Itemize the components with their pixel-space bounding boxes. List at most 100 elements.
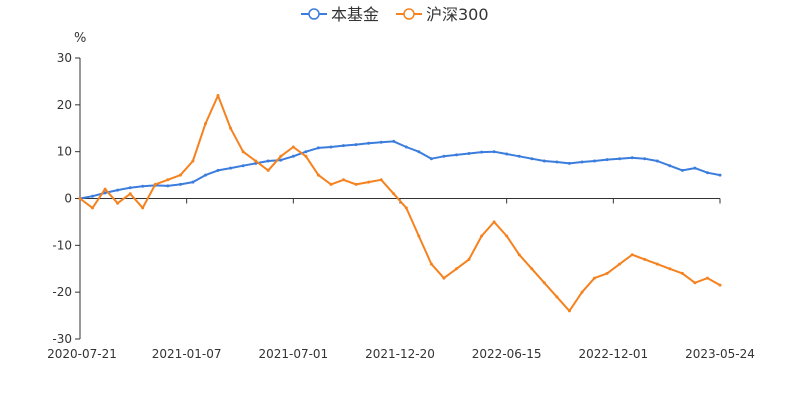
series-point-index[interactable] bbox=[618, 262, 622, 266]
series-point-fund[interactable] bbox=[141, 184, 145, 188]
series-point-fund[interactable] bbox=[304, 150, 308, 154]
series-point-fund[interactable] bbox=[567, 161, 571, 165]
series-point-index[interactable] bbox=[706, 276, 709, 280]
series-point-fund[interactable] bbox=[505, 152, 509, 156]
series-point-fund[interactable] bbox=[455, 153, 458, 157]
series-point-fund[interactable] bbox=[166, 184, 170, 188]
series-point-index[interactable] bbox=[492, 220, 496, 224]
series-point-index[interactable] bbox=[367, 180, 371, 184]
series-point-index[interactable] bbox=[78, 197, 82, 200]
series-point-fund[interactable] bbox=[706, 171, 709, 175]
series-point-index[interactable] bbox=[455, 267, 458, 271]
series-point-fund[interactable] bbox=[668, 164, 672, 168]
series-point-fund[interactable] bbox=[392, 139, 396, 143]
series-point-fund[interactable] bbox=[379, 140, 383, 144]
series-point-index[interactable] bbox=[316, 173, 320, 177]
legend[interactable]: 本基金 沪深300 bbox=[301, 5, 489, 24]
series-point-fund[interactable] bbox=[517, 154, 521, 158]
series-point-fund[interactable] bbox=[555, 160, 559, 164]
series-point-fund[interactable] bbox=[680, 168, 684, 172]
series-point-index[interactable] bbox=[593, 276, 596, 280]
series-point-index[interactable] bbox=[442, 276, 446, 280]
series-point-index[interactable] bbox=[467, 257, 471, 261]
series-point-index[interactable] bbox=[680, 271, 684, 275]
series-point-fund[interactable] bbox=[480, 150, 484, 154]
series-point-index[interactable] bbox=[542, 281, 546, 285]
series-point-index[interactable] bbox=[304, 154, 308, 158]
series-point-index[interactable] bbox=[141, 206, 145, 210]
series-point-index[interactable] bbox=[668, 267, 672, 271]
series-point-index[interactable] bbox=[178, 173, 182, 177]
series-point-fund[interactable] bbox=[178, 182, 182, 186]
series-point-fund[interactable] bbox=[191, 180, 195, 184]
series-point-fund[interactable] bbox=[279, 158, 283, 162]
series-point-index[interactable] bbox=[392, 192, 396, 196]
series-point-fund[interactable] bbox=[442, 154, 446, 158]
series-point-index[interactable] bbox=[266, 168, 270, 172]
series-point-index[interactable] bbox=[166, 178, 170, 182]
series-point-fund[interactable] bbox=[618, 157, 622, 161]
series-point-fund[interactable] bbox=[91, 194, 94, 198]
series-point-fund[interactable] bbox=[630, 156, 634, 160]
series-point-fund[interactable] bbox=[316, 146, 320, 150]
series-point-fund[interactable] bbox=[655, 159, 659, 163]
series-point-index[interactable] bbox=[630, 253, 634, 257]
series-point-fund[interactable] bbox=[116, 188, 120, 192]
series-point-fund[interactable] bbox=[367, 141, 371, 145]
series-point-fund[interactable] bbox=[216, 168, 220, 172]
series-point-index[interactable] bbox=[279, 154, 283, 158]
series-point-index[interactable] bbox=[429, 262, 433, 266]
series-point-fund[interactable] bbox=[605, 158, 609, 162]
series-point-fund[interactable] bbox=[530, 157, 534, 161]
legend-item-fund[interactable]: 本基金 bbox=[301, 5, 379, 24]
series-point-index[interactable] bbox=[241, 150, 245, 154]
series-point-fund[interactable] bbox=[492, 150, 496, 154]
series-point-index[interactable] bbox=[480, 234, 484, 238]
series-point-fund[interactable] bbox=[593, 159, 596, 163]
series-point-index[interactable] bbox=[567, 309, 571, 313]
series-point-index[interactable] bbox=[91, 206, 94, 210]
series-point-fund[interactable] bbox=[417, 150, 421, 154]
series-point-index[interactable] bbox=[191, 159, 195, 163]
series-point-fund[interactable] bbox=[128, 186, 132, 190]
series-point-index[interactable] bbox=[354, 182, 358, 186]
series-point-index[interactable] bbox=[116, 201, 120, 205]
series-point-index[interactable] bbox=[254, 159, 258, 163]
legend-item-index[interactable]: 沪深300 bbox=[396, 5, 489, 24]
series-point-index[interactable] bbox=[530, 267, 534, 271]
series-point-fund[interactable] bbox=[229, 166, 233, 170]
series-point-index[interactable] bbox=[605, 271, 609, 275]
series-point-fund[interactable] bbox=[329, 145, 333, 149]
series-point-fund[interactable] bbox=[693, 166, 697, 170]
series-point-index[interactable] bbox=[229, 126, 233, 130]
series-point-fund[interactable] bbox=[718, 173, 722, 177]
series-point-index[interactable] bbox=[342, 178, 345, 182]
series-point-fund[interactable] bbox=[580, 160, 584, 164]
series-point-index[interactable] bbox=[718, 283, 722, 287]
series-point-index[interactable] bbox=[417, 234, 421, 238]
series-point-fund[interactable] bbox=[266, 159, 270, 163]
series-point-index[interactable] bbox=[655, 262, 659, 266]
series-point-fund[interactable] bbox=[204, 173, 207, 177]
series-point-index[interactable] bbox=[291, 145, 295, 149]
series-point-fund[interactable] bbox=[342, 144, 345, 148]
series-point-fund[interactable] bbox=[542, 159, 546, 163]
series-point-fund[interactable] bbox=[404, 145, 408, 149]
series-point-index[interactable] bbox=[379, 178, 383, 182]
series-point-fund[interactable] bbox=[429, 157, 433, 161]
series-point-index[interactable] bbox=[128, 192, 132, 196]
series-point-index[interactable] bbox=[153, 182, 157, 186]
series-point-fund[interactable] bbox=[354, 143, 358, 147]
series-point-index[interactable] bbox=[204, 122, 207, 126]
series-point-index[interactable] bbox=[643, 257, 647, 261]
series-point-fund[interactable] bbox=[241, 164, 245, 168]
series-point-index[interactable] bbox=[517, 253, 521, 257]
series-point-index[interactable] bbox=[555, 295, 559, 299]
series-point-index[interactable] bbox=[580, 290, 584, 294]
series-point-index[interactable] bbox=[329, 182, 333, 186]
series-point-index[interactable] bbox=[404, 206, 408, 210]
series-point-fund[interactable] bbox=[467, 152, 471, 155]
series-point-fund[interactable] bbox=[643, 157, 647, 161]
series-point-fund[interactable] bbox=[291, 154, 295, 158]
series-point-index[interactable] bbox=[505, 234, 509, 238]
